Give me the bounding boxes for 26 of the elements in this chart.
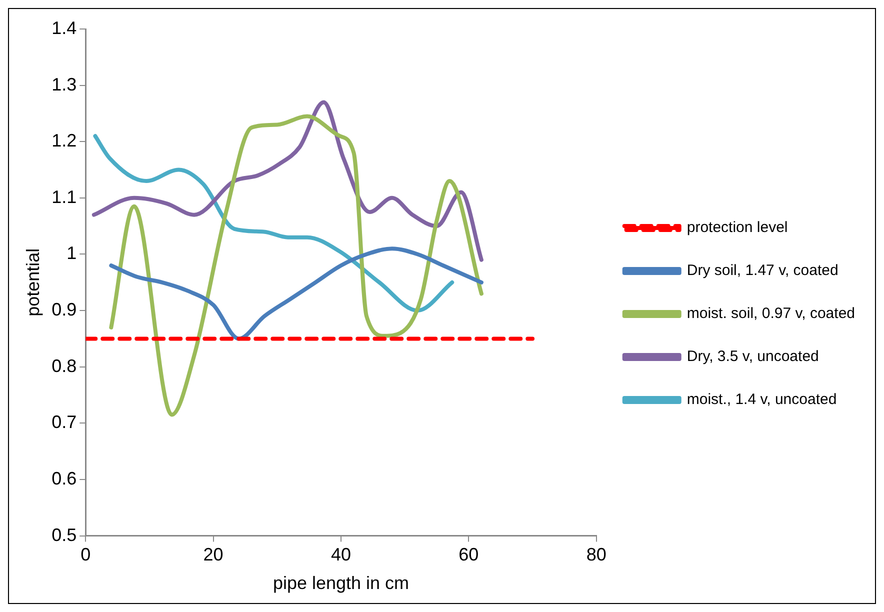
y-tick-label: 1 (66, 243, 77, 264)
y-tick-label: 0.8 (52, 356, 77, 376)
line-series (109, 246, 484, 341)
x-tick-label: 80 (586, 544, 606, 565)
y-tick-label: 1.4 (52, 18, 77, 38)
y-tick-label: 0.5 (52, 524, 77, 545)
legend-label: moist. soil, 0.97 v, coated (686, 305, 856, 322)
legend-label: moist., 1.4 v, uncoated (686, 391, 837, 408)
y-tick-label: 0.9 (52, 300, 77, 320)
line-series (93, 134, 454, 313)
x-tick-label: 60 (458, 544, 479, 565)
x-tick-label: 40 (330, 544, 352, 565)
x-axis-title: pipe length in cm (272, 573, 410, 594)
legend-label: Dry, 3.5 v, uncoated (686, 348, 819, 366)
legend-label: protection level (686, 219, 788, 236)
y-tick-label: 1.1 (52, 186, 77, 207)
x-tick-label: 0 (80, 544, 91, 565)
x-tick-label: 20 (203, 544, 224, 565)
y-tick-label: 0.6 (52, 468, 77, 488)
line-series (92, 100, 484, 262)
line-series (109, 114, 484, 417)
legend-label: Dry soil, 1.47 v, coated (686, 262, 838, 280)
y-axis-title: potential (22, 248, 43, 316)
y-tick-label: 1.3 (52, 74, 77, 94)
y-tick-label: 0.7 (52, 412, 77, 432)
y-tick-label: 1.2 (52, 130, 77, 151)
